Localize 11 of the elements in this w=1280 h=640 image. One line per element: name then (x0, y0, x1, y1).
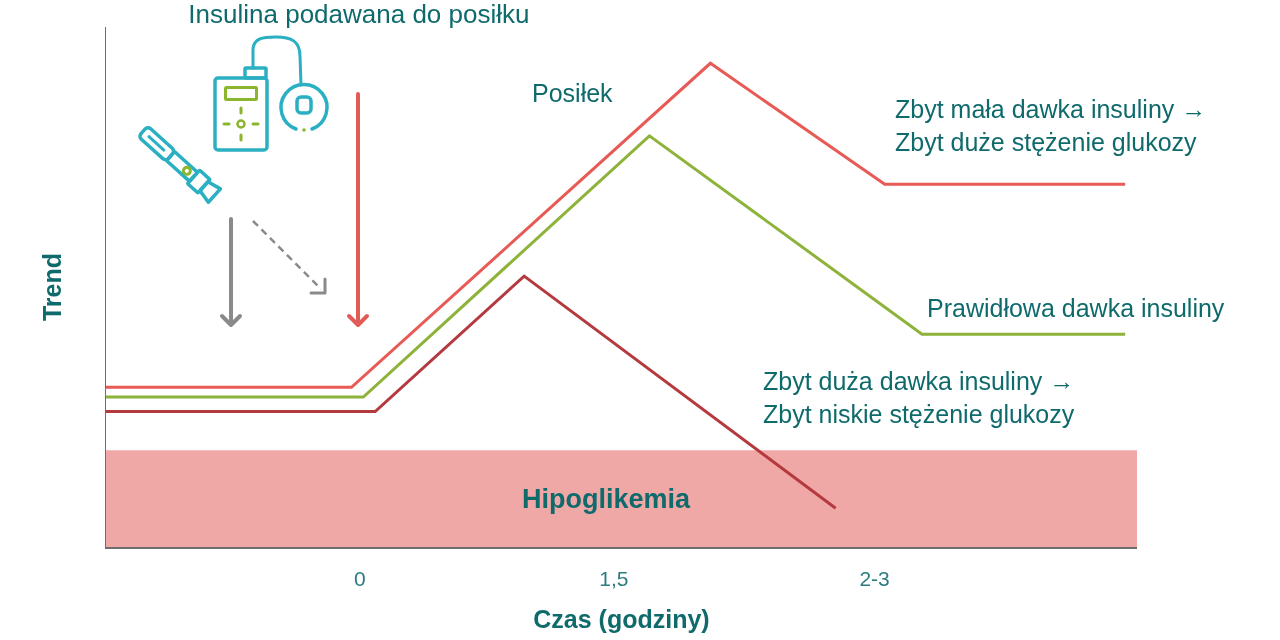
band-label: Hipoglikemia (522, 484, 692, 514)
series-label: Prawidłowa dawka insuliny (927, 294, 1225, 322)
y-axis-title: Trend (37, 252, 66, 322)
chart-title: Insulina podawana do posiłku (188, 0, 530, 30)
series-label: Zbyt mała dawka insuliny → Zbyt duże stężenie glukozy (895, 95, 1207, 156)
annotation: Posiłek (532, 79, 614, 107)
series-label: Zbyt duża dawka insuliny → Zbyt niskie stężenie glukozy (763, 367, 1075, 428)
x-axis-title: Czas (godziny) (533, 605, 710, 634)
x-tick-label: 2-3 (859, 566, 890, 590)
x-tick-label: 1,5 (599, 566, 629, 590)
x-tick-label: 0 (354, 566, 366, 590)
